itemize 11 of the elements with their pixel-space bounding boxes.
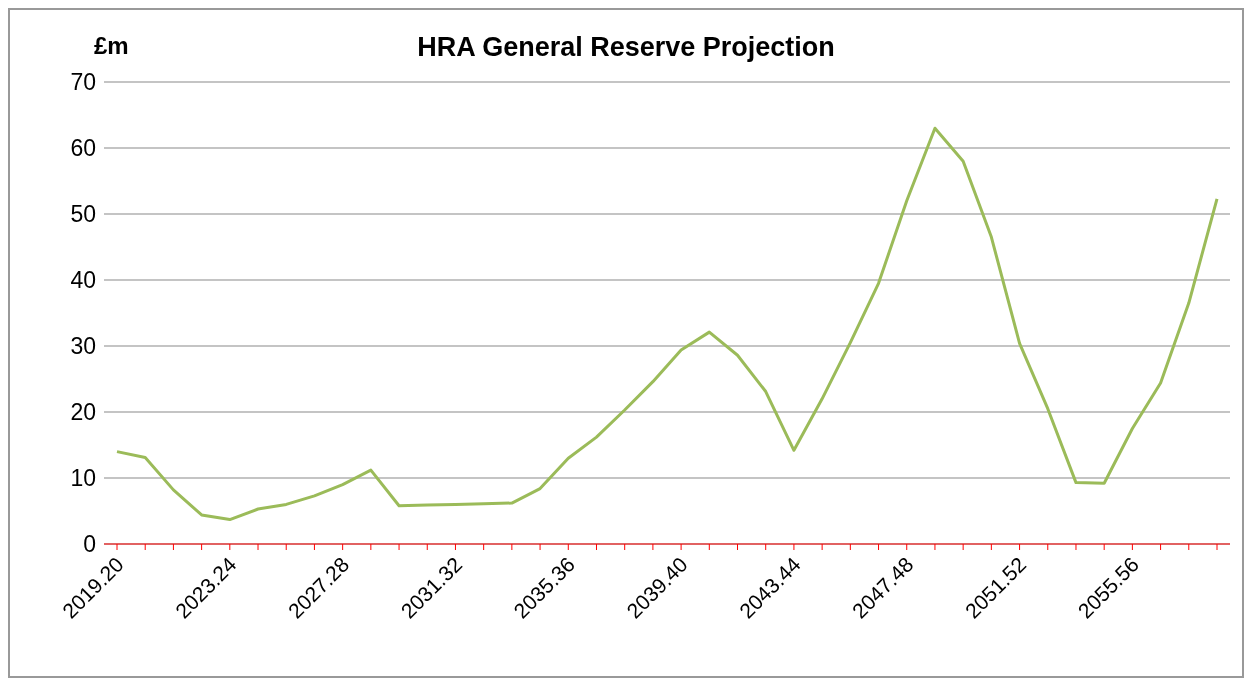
line-series [115, 126, 1219, 522]
y-tick-label: 0 [83, 531, 96, 558]
y-tick-label: 60 [70, 135, 96, 162]
y-axis-title: £m [94, 32, 129, 60]
chart-title: HRA General Reserve Projection [417, 32, 835, 62]
y-tick-label: 40 [70, 267, 96, 294]
y-tick-label: 10 [70, 465, 96, 492]
y-tick-label: 50 [70, 201, 96, 228]
y-tick-label: 30 [70, 333, 96, 360]
y-tick-label: 20 [70, 399, 96, 426]
y-tick-label: 70 [70, 69, 96, 96]
